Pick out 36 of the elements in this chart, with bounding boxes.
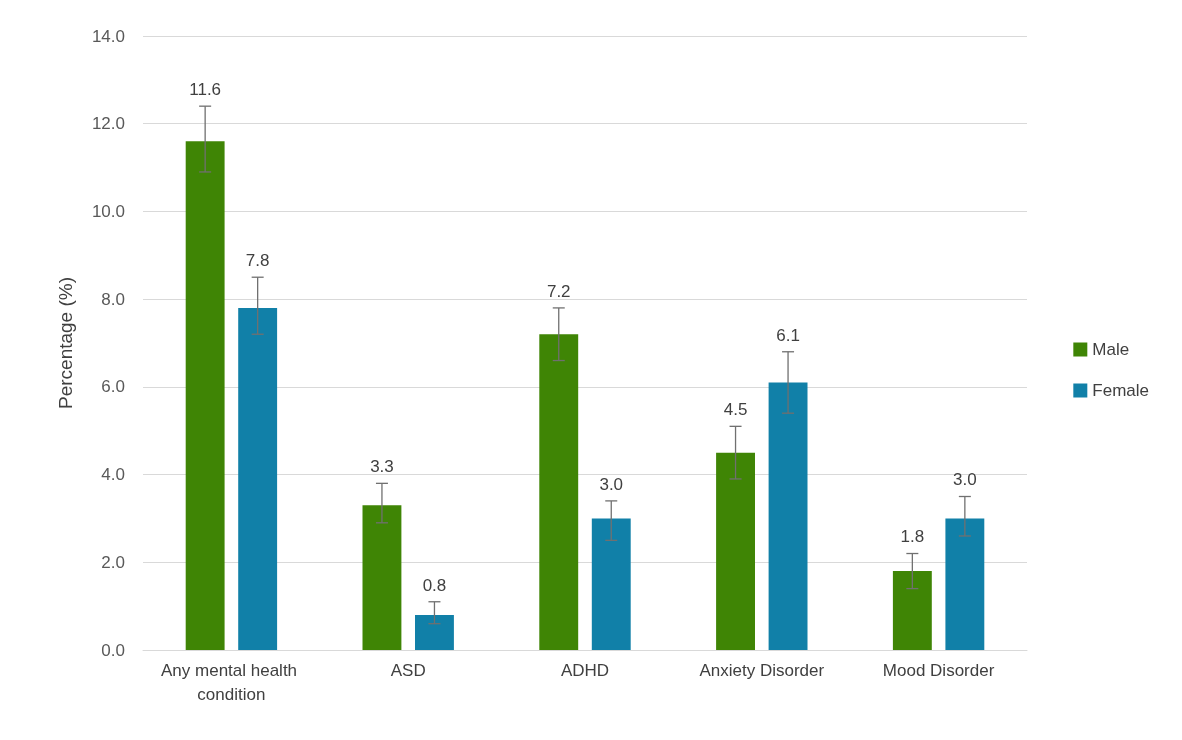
y-axis-title: Percentage (%) [55, 276, 76, 410]
bar [415, 614, 454, 650]
x-tick-label: Any mental health condition [160, 660, 302, 704]
legend-label: Female [1092, 381, 1149, 400]
x-tick-label: Anxiety Disorder [699, 660, 825, 680]
bar [539, 334, 579, 650]
bar [945, 518, 985, 650]
data-label: 1.8 [900, 527, 925, 547]
data-label: 3.0 [953, 470, 977, 490]
y-tick-label: 12.0 [91, 114, 125, 134]
y-tick-label: 6.0 [101, 377, 125, 397]
y-tick-label: 4.0 [101, 465, 125, 485]
bar [892, 571, 932, 650]
data-label: 3.3 [370, 457, 394, 477]
x-tick-label: Mood Disorder [882, 660, 995, 680]
data-label: 6.1 [776, 325, 800, 345]
y-tick-label: 0.0 [101, 640, 125, 660]
bar [238, 307, 278, 650]
y-tick-label: 14.0 [91, 26, 125, 46]
bar [716, 452, 755, 650]
bar [185, 141, 225, 650]
y-tick-label: 8.0 [101, 289, 125, 309]
bar [362, 505, 402, 650]
data-label: 7.2 [546, 281, 571, 301]
data-label: 11.6 [189, 80, 222, 100]
bar [768, 382, 808, 650]
y-tick-label: 2.0 [101, 552, 125, 572]
data-label: 3.0 [599, 474, 624, 494]
bar [591, 518, 631, 650]
x-tick-label: ASD [390, 660, 426, 680]
legend-label: Male [1092, 340, 1130, 359]
data-label: 4.5 [723, 400, 748, 420]
y-tick-label: 10.0 [91, 201, 125, 221]
data-label: 0.8 [422, 575, 447, 595]
x-tick-label: ADHD [560, 660, 610, 680]
data-label: 7.8 [245, 251, 270, 271]
